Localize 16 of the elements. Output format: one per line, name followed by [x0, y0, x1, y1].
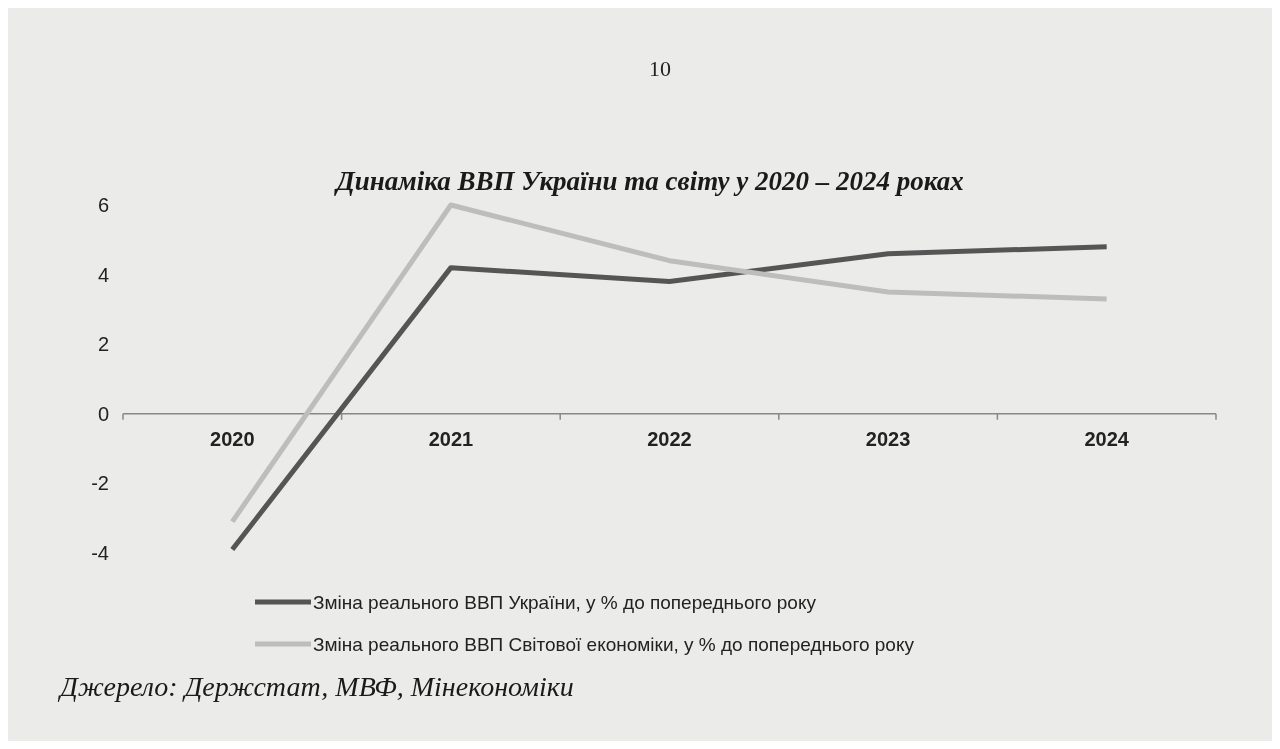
legend-label: Зміна реального ВВП Світової економіки, у % до попереднього року: [313, 633, 915, 655]
x-tick-label: 2022: [647, 427, 692, 450]
x-tick-label: 2024: [1084, 427, 1130, 450]
text: Джерело: Держстат, МВФ, Мінекономіки: [57, 671, 574, 702]
legend-label: Зміна реального ВВП України, у % до попереднього року: [313, 591, 817, 613]
chart-title: Динаміка ВВП України та світу у 2020 – 2024 роках: [333, 166, 964, 196]
x-tick-label: 2021: [428, 427, 474, 450]
x-tick-label: 2020: [210, 427, 255, 450]
text: 10: [649, 56, 671, 81]
y-tick-label: 6: [97, 194, 109, 216]
x-tick-label: 2023: [865, 427, 911, 450]
y-tick-label: -2: [91, 472, 109, 495]
y-tick-label: 2: [97, 333, 109, 356]
y-tick-label: -4: [91, 542, 109, 564]
y-tick-label: 0: [97, 402, 109, 425]
y-tick-label: 4: [97, 263, 109, 286]
